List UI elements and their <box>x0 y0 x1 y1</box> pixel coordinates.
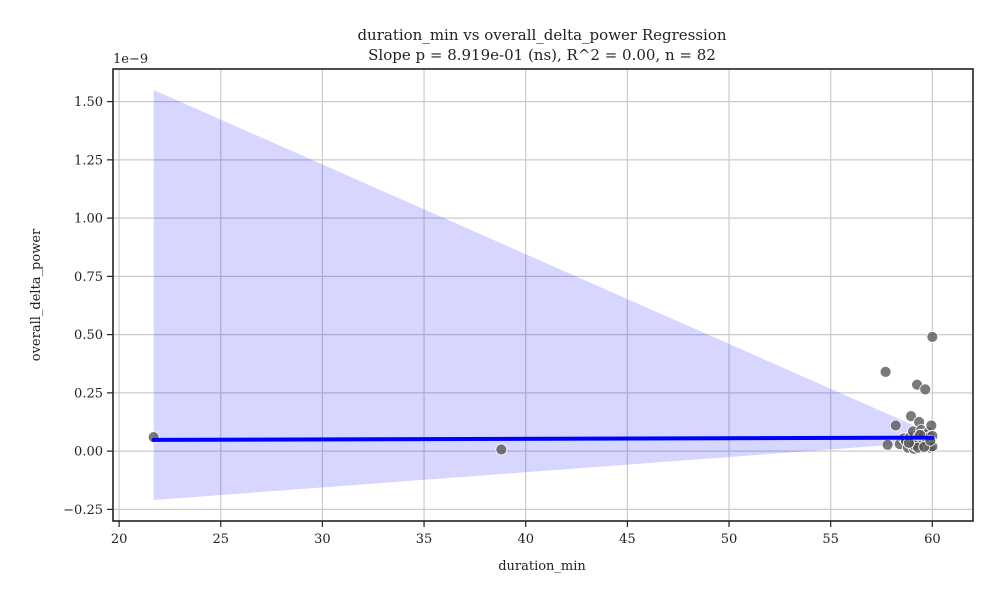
y-axis-ticks: −0.25 0.00 0.25 0.50 0.75 1.00 1.25 1.50 <box>63 95 113 518</box>
y-tick-label-7: 1.50 <box>74 95 103 110</box>
x-tick-label-4: 40 <box>517 532 534 547</box>
y-axis-label: overall_delta_power <box>29 228 44 361</box>
x-axis-ticks: 20 25 30 35 40 45 50 55 60 <box>111 521 941 547</box>
data-point-1 <box>495 443 508 456</box>
y-tick-label-5: 1.00 <box>74 212 103 227</box>
data-point-3 <box>881 438 894 451</box>
data-point-24 <box>919 383 932 396</box>
regression-line-group <box>151 435 935 442</box>
x-tick-label-1: 25 <box>212 532 229 547</box>
y-tick-label-2: 0.25 <box>74 386 103 401</box>
y-tick-label-1: 0.00 <box>74 445 103 460</box>
x-tick-label-0: 20 <box>111 532 128 547</box>
x-tick-label-5: 45 <box>619 532 636 547</box>
x-tick-label-8: 60 <box>924 532 941 547</box>
confidence-band <box>153 89 933 501</box>
scatter-points <box>147 331 939 456</box>
confidence-band-group <box>153 89 933 501</box>
chart-title-line1: duration_min vs overall_delta_power Regr… <box>357 26 726 44</box>
plot-frame <box>112 68 974 522</box>
data-point-10 <box>905 410 917 423</box>
grid-lines <box>113 69 973 521</box>
data-point-4 <box>889 419 902 432</box>
y-tick-label-3: 0.50 <box>74 328 103 343</box>
y-axis-offset-label: 1e−9 <box>113 52 148 67</box>
data-point-2 <box>879 365 892 378</box>
x-tick-label-6: 50 <box>721 532 738 547</box>
y-tick-label-0: −0.25 <box>63 503 103 518</box>
data-point-30 <box>925 419 938 432</box>
x-axis-label: duration_min <box>498 559 586 574</box>
chart-title-line2: Slope p = 8.919e-01 (ns), R^2 = 0.00, n … <box>368 46 716 64</box>
x-tick-label-3: 35 <box>416 532 433 547</box>
y-tick-label-6: 1.25 <box>74 153 103 168</box>
regression-line <box>151 435 935 442</box>
x-tick-label-7: 55 <box>822 532 839 547</box>
x-tick-label-2: 30 <box>314 532 331 547</box>
data-point-31 <box>926 331 939 343</box>
y-tick-label-4: 0.75 <box>74 270 103 285</box>
